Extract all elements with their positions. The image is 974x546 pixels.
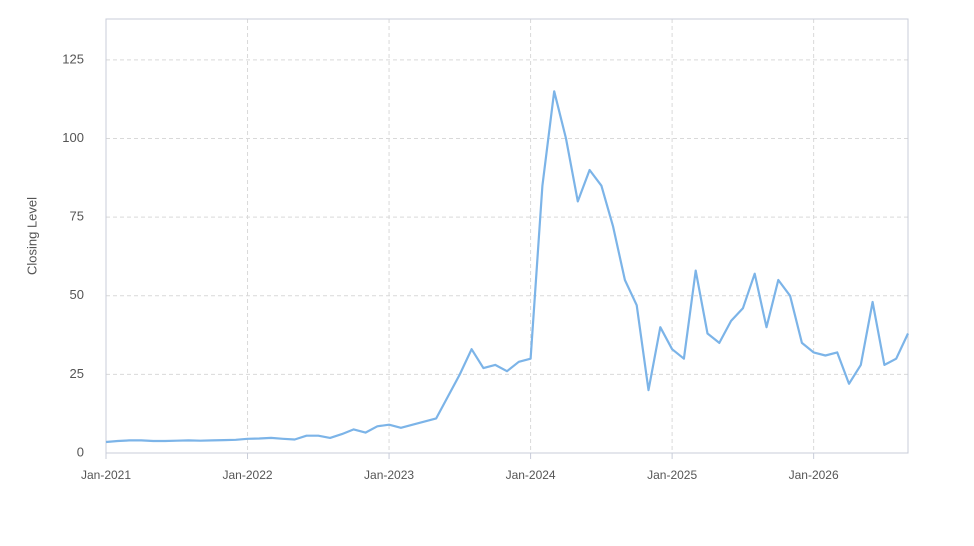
plot-border (105, 18, 909, 454)
x-tick-label: Jan-2026 (789, 468, 839, 482)
x-tick-label: Jan-2021 (81, 468, 131, 482)
y-tick-label: 0 (77, 444, 84, 459)
x-tick-label: Jan-2023 (364, 468, 414, 482)
y-tick-label: 100 (62, 130, 84, 145)
x-tick-label: Jan-2022 (223, 468, 273, 482)
line (105, 90, 909, 444)
y-tick-label: 50 (70, 287, 84, 302)
y-tick-label: 25 (70, 366, 84, 381)
x-tick-label: Jan-2024 (506, 468, 556, 482)
y-tick-label: 125 (62, 51, 84, 66)
x-tick-label: Jan-2025 (647, 468, 697, 482)
y-tick-label: 75 (70, 209, 84, 224)
y-axis-label: Closing Level (24, 197, 39, 275)
